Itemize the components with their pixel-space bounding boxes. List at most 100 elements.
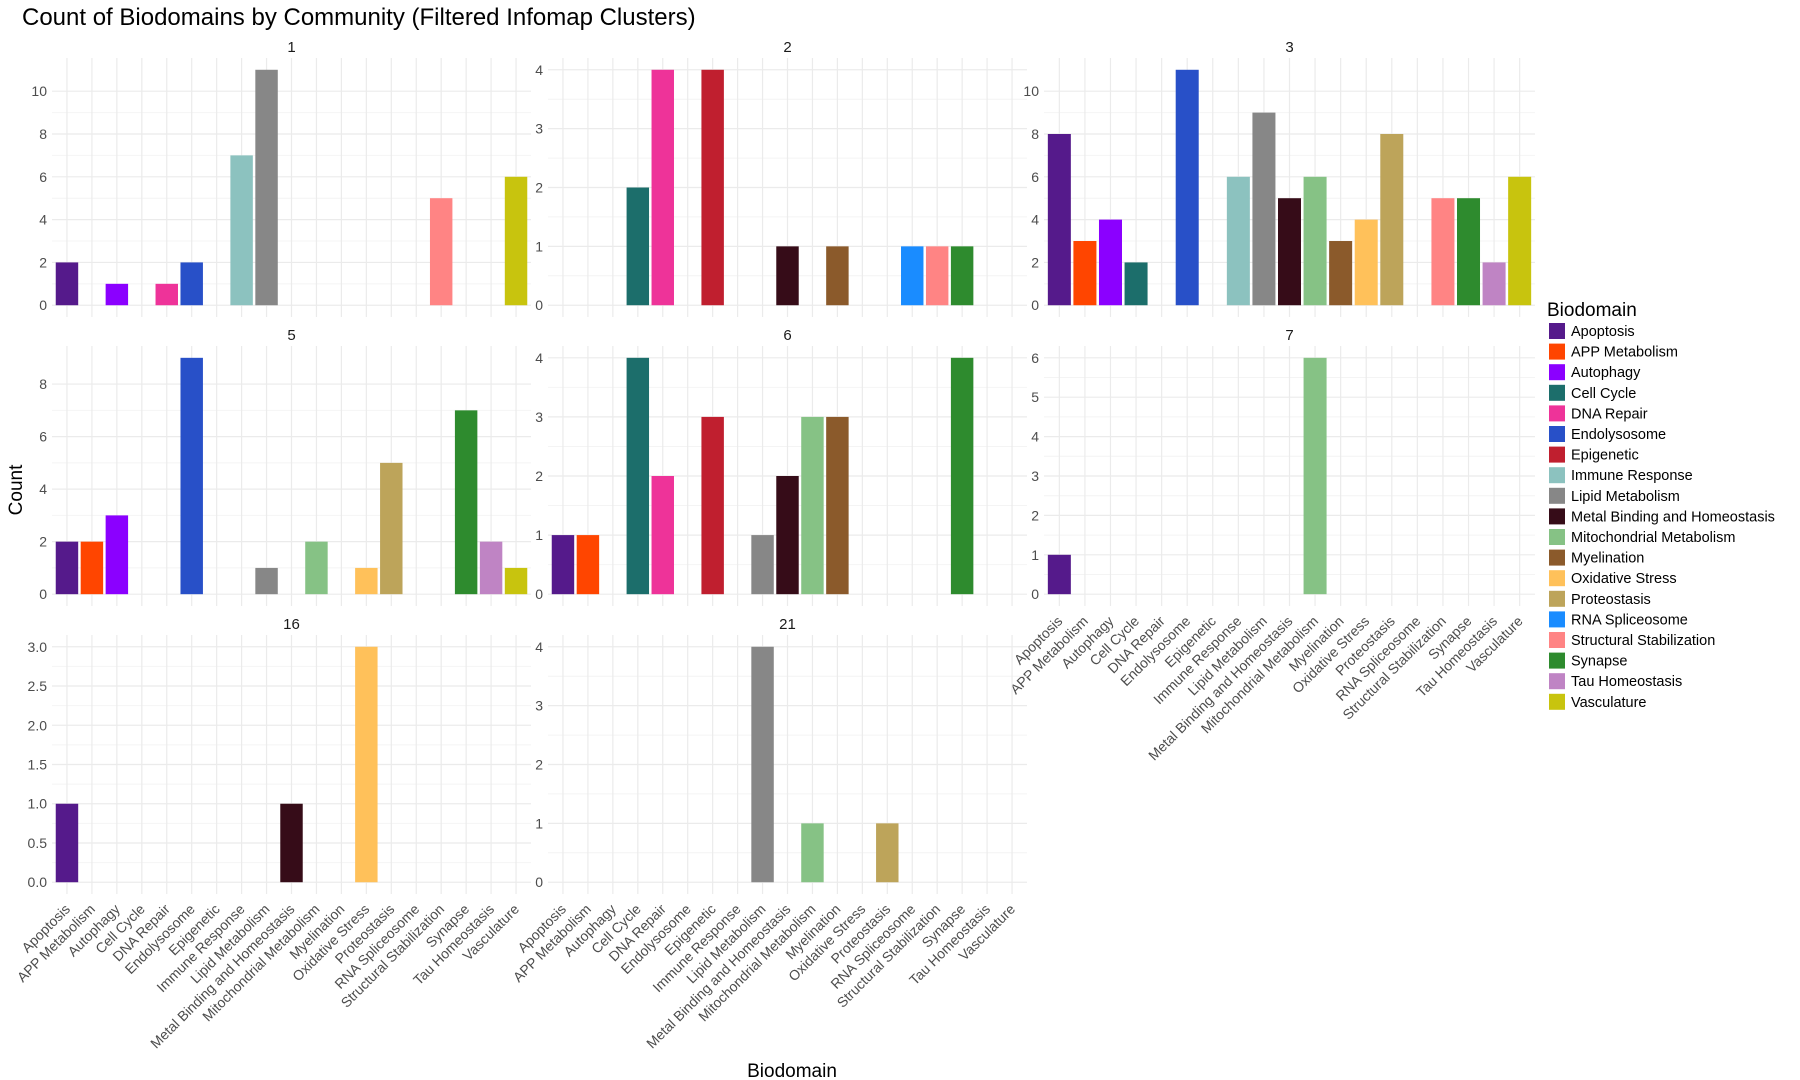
bar-lipid-metabolism	[751, 535, 774, 595]
legend-label: Immune Response	[1571, 468, 1693, 484]
bar-mitochondrial-metabolism	[801, 416, 824, 595]
y-tick-label: 6	[39, 169, 47, 185]
bar-tau-homeostasis	[479, 541, 503, 595]
legend-label: Proteostasis	[1571, 592, 1651, 608]
bar-metal-binding-and-homeostasis	[1277, 198, 1302, 306]
legend-item: Metal Binding and Homeostasis	[1549, 508, 1775, 525]
bar-myelination	[1329, 241, 1353, 306]
facet-strip-label: 5	[287, 327, 295, 344]
facet-panel-5: 0 2 4 6 8 5	[39, 327, 531, 606]
bar-app-metabolism	[576, 535, 600, 595]
y-tick-label: 6	[1031, 169, 1039, 185]
bar-mitochondrial-metabolism	[801, 823, 824, 883]
bar-endolysosome	[180, 357, 203, 595]
legend-label: Epigenetic	[1571, 448, 1639, 464]
bar-epigenetic	[701, 69, 724, 306]
legend-swatch	[1549, 446, 1565, 463]
bar-immune-response	[230, 155, 253, 306]
y-tick-label: 4	[39, 481, 47, 497]
legend-swatch	[1549, 632, 1565, 648]
bar-immune-response	[1226, 176, 1250, 306]
facet-strip-label: 2	[783, 39, 791, 56]
legend-item: Oxidative Stress	[1549, 570, 1677, 587]
y-tick-label: 0	[535, 297, 543, 313]
y-tick-label: 4	[535, 350, 543, 366]
legend-swatch	[1549, 508, 1565, 525]
bar-autophagy	[105, 515, 129, 595]
y-tick-label: 3	[535, 409, 543, 425]
bar-lipid-metabolism	[255, 567, 278, 595]
bar-proteostasis	[380, 462, 403, 595]
y-tick-label: 4	[1031, 429, 1039, 445]
bar-cell-cycle	[626, 357, 650, 595]
bar-synapse	[950, 357, 974, 595]
facet-strip-label: 21	[779, 616, 796, 633]
bar-oxidative-stress	[355, 567, 378, 595]
bar-structural-stabilization	[1431, 198, 1455, 306]
y-tick-label: 0.0	[28, 874, 48, 890]
legend-swatch	[1549, 611, 1565, 628]
facet-panel-2: 0 1 2 3 4 2	[535, 39, 1027, 317]
y-tick-label: 1	[535, 815, 543, 831]
bar-vasculature	[504, 567, 528, 595]
x-axis-title: Biodomain	[747, 1061, 837, 1080]
bar-apoptosis	[55, 262, 79, 306]
legend-swatch	[1549, 487, 1565, 504]
y-tick-label: 1	[1031, 547, 1039, 563]
y-tick-label: 2	[39, 534, 47, 550]
facet-panels: 0246810101234202468103024685012346012345…	[14, 39, 1535, 1051]
y-tick-label: 10	[1023, 83, 1039, 99]
bar-apoptosis	[55, 541, 79, 595]
y-tick-label: 6	[39, 429, 47, 445]
legend-item: APP Metabolism	[1549, 343, 1678, 361]
bar-metal-binding-and-homeostasis	[280, 803, 303, 883]
bar-metal-binding-and-homeostasis	[776, 246, 799, 306]
facet-strip-label: 7	[1285, 327, 1293, 344]
legend-item: RNA Spliceosome	[1549, 611, 1688, 628]
y-tick-label: 2	[535, 757, 543, 773]
legend-item: Tau Homeostasis	[1549, 673, 1682, 690]
legend-label: DNA Repair	[1571, 406, 1648, 422]
facet-strip-label: 1	[287, 39, 295, 56]
legend-item: Myelination	[1549, 549, 1644, 567]
legend: Biodomain Apoptosis APP Metabolism Autopha…	[1547, 300, 1775, 711]
y-tick-label: 5	[1031, 389, 1039, 405]
bar-lipid-metabolism	[751, 646, 774, 883]
bar-cell-cycle	[1124, 262, 1148, 306]
legend-swatch	[1549, 343, 1565, 360]
legend-label: Cell Cycle	[1571, 386, 1636, 402]
legend-label: Structural Stabilization	[1571, 633, 1715, 649]
legend-swatch	[1549, 426, 1565, 442]
y-tick-label: 3	[535, 698, 543, 714]
legend-item: Structural Stabilization	[1549, 632, 1715, 649]
y-tick-label: 0	[1031, 297, 1039, 313]
bar-structural-stabilization	[429, 198, 453, 306]
bar-myelination	[826, 246, 849, 306]
legend-swatch	[1549, 529, 1565, 545]
bar-app-metabolism	[80, 541, 104, 595]
y-tick-label: 2	[1031, 254, 1039, 270]
legend-swatch	[1549, 570, 1565, 587]
bar-apoptosis	[1047, 133, 1071, 306]
bar-proteostasis	[876, 823, 899, 883]
legend-label: Tau Homeostasis	[1571, 674, 1682, 690]
legend-label: Vasculature	[1571, 695, 1647, 711]
legend-item: Endolysosome	[1549, 426, 1666, 443]
y-tick-label: 2.0	[28, 717, 48, 733]
y-tick-label: 2	[535, 468, 543, 484]
legend-swatch	[1549, 549, 1565, 566]
bar-endolysosome	[180, 262, 203, 306]
y-tick-label: 8	[39, 126, 47, 142]
facet-panel-3: 0 2 4 6 8 10 3	[1023, 39, 1535, 317]
y-tick-label: 4	[535, 639, 543, 655]
y-tick-label: 2	[1031, 507, 1039, 523]
bar-structural-stabilization	[925, 246, 949, 306]
legend-label: APP Metabolism	[1571, 345, 1678, 361]
legend-swatch	[1549, 693, 1565, 710]
facet-panel-1: 0 2 4 6 8 10 1	[31, 39, 531, 317]
facet-strip-label: 3	[1285, 39, 1293, 56]
bar-lipid-metabolism	[255, 69, 278, 306]
y-tick-label: 0	[39, 297, 47, 313]
